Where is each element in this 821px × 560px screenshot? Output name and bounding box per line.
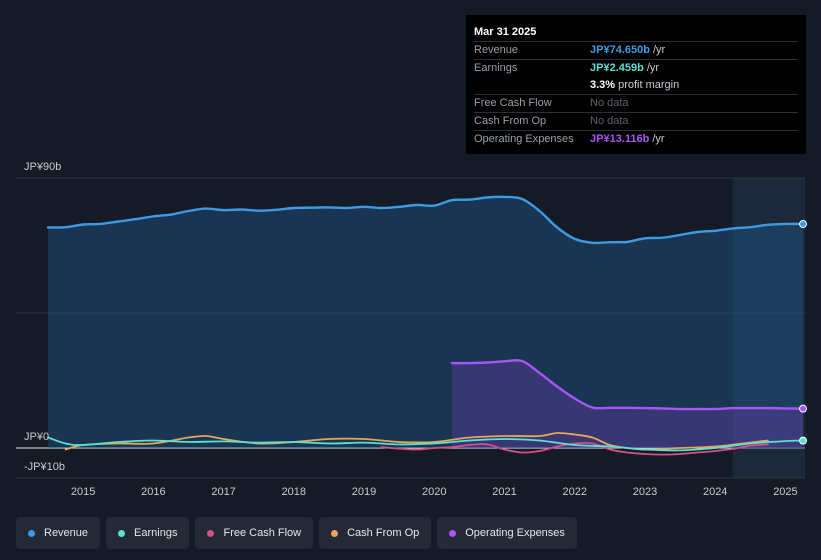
series-lines bbox=[46, 195, 805, 456]
tooltip-row-earnings: Earnings JP¥2.459b /yr bbox=[474, 59, 798, 77]
tooltip-unit: /yr bbox=[646, 62, 660, 74]
tooltip-value: No data bbox=[590, 115, 629, 127]
y-tick-label: -JP¥10b bbox=[24, 461, 65, 473]
legend-dot-icon bbox=[449, 529, 457, 537]
tooltip-label: Free Cash Flow bbox=[474, 97, 552, 109]
x-tick-label: 2020 bbox=[422, 486, 446, 498]
line-revenue bbox=[46, 195, 805, 245]
line-free-cash-flow bbox=[380, 442, 769, 456]
x-tick-label: 2025 bbox=[773, 486, 797, 498]
tooltip-label: Revenue bbox=[474, 44, 519, 56]
tooltip-row-cfo: Cash From Op No data bbox=[474, 112, 798, 130]
tooltip-value: JP¥13.116b bbox=[590, 133, 650, 145]
y-tick-label: JP¥90b bbox=[24, 161, 61, 173]
legend-label: Revenue bbox=[44, 527, 89, 539]
data-tooltip: Mar 31 2025 Revenue JP¥74.650b /yr Earni… bbox=[466, 15, 806, 154]
tooltip-value: JP¥2.459b bbox=[590, 62, 644, 74]
tooltip-row-fcf: Free Cash Flow No data bbox=[474, 94, 798, 112]
tooltip-label: Operating Expenses bbox=[474, 133, 574, 145]
line-earnings bbox=[47, 436, 804, 452]
tooltip-unit: /yr bbox=[652, 133, 665, 145]
tooltip-value: No data bbox=[590, 97, 629, 109]
x-tick-label: 2018 bbox=[282, 486, 306, 498]
endpoint-operating-expenses bbox=[799, 404, 807, 413]
series-endpoints bbox=[799, 220, 807, 445]
legend-item-operating-expenses[interactable]: Operating Expenses bbox=[437, 517, 577, 549]
x-tick-label: 2023 bbox=[633, 486, 657, 498]
area-revenue bbox=[48, 196, 803, 448]
x-tick-label: 2016 bbox=[141, 486, 165, 498]
y-axis-ticks: JP¥90b JP¥0 -JP¥10b bbox=[24, 161, 65, 473]
x-tick-label: 2019 bbox=[352, 486, 376, 498]
tooltip-row-revenue: Revenue JP¥74.650b /yr bbox=[474, 41, 798, 59]
area-operating-expenses bbox=[451, 360, 803, 448]
tooltip-row-margin: 3.3% profit margin bbox=[474, 77, 798, 94]
tooltip-label: Cash From Op bbox=[474, 115, 547, 127]
legend-item-cash-from-op[interactable]: Cash From Op bbox=[319, 517, 432, 549]
x-axis-ticks: 2015 2016 2017 2018 2019 2020 2021 2022 2023 2024… bbox=[71, 486, 798, 498]
tooltip-label: Earnings bbox=[474, 62, 518, 74]
legend-label: Cash From Op bbox=[347, 527, 420, 539]
legend-dot-icon bbox=[28, 529, 35, 537]
legend-dot-icon bbox=[207, 529, 215, 537]
x-tick-label: 2024 bbox=[703, 486, 727, 498]
line-operating-expenses bbox=[450, 359, 805, 411]
x-tick-label: 2015 bbox=[71, 486, 95, 498]
legend-label: Operating Expenses bbox=[465, 527, 565, 539]
endpoint-earnings bbox=[799, 436, 807, 445]
legend-dot-icon bbox=[118, 529, 126, 537]
tooltip-value: JP¥74.650b bbox=[590, 44, 650, 56]
tooltip-unit: /yr bbox=[652, 44, 666, 56]
legend-dot-icon bbox=[331, 529, 339, 537]
endpoint-revenue bbox=[799, 220, 807, 229]
x-tick-label: 2022 bbox=[563, 486, 587, 498]
x-tick-label: 2017 bbox=[211, 486, 235, 498]
y-tick-label: JP¥0 bbox=[24, 431, 49, 443]
tooltip-row-opex: Operating Expenses JP¥13.116b /yr bbox=[474, 130, 798, 148]
legend-item-free-cash-flow[interactable]: Free Cash Flow bbox=[195, 517, 314, 549]
tooltip-value: 3.3% bbox=[590, 79, 616, 91]
tooltip-unit: profit margin bbox=[618, 79, 680, 91]
legend-item-revenue[interactable]: Revenue bbox=[16, 517, 101, 549]
legend-item-earnings[interactable]: Earnings bbox=[106, 517, 190, 549]
chart-legend: Revenue Earnings Free Cash Flow Cash Fro… bbox=[16, 517, 577, 549]
legend-label: Free Cash Flow bbox=[223, 527, 302, 539]
legend-label: Earnings bbox=[134, 527, 178, 539]
tooltip-date: Mar 31 2025 bbox=[474, 26, 537, 38]
x-tick-label: 2021 bbox=[492, 486, 516, 498]
series-areas bbox=[48, 196, 803, 448]
